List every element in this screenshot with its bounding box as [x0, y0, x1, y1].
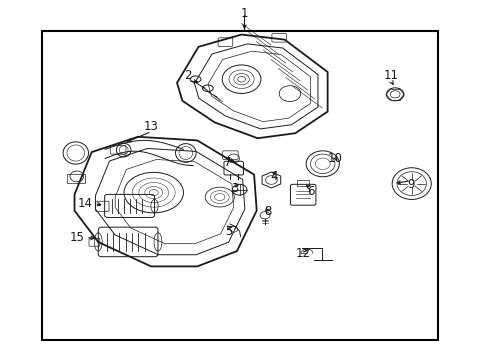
Text: 15: 15 [70, 231, 84, 244]
Text: 2: 2 [184, 69, 192, 82]
Text: 12: 12 [295, 247, 310, 260]
Text: 11: 11 [383, 69, 398, 82]
Text: 10: 10 [327, 152, 342, 165]
Text: 6: 6 [306, 185, 314, 198]
Text: 9: 9 [406, 178, 414, 191]
Text: 13: 13 [144, 120, 159, 132]
Text: 7: 7 [223, 156, 231, 169]
Text: 5: 5 [224, 225, 232, 238]
Text: 1: 1 [240, 7, 248, 20]
Text: 8: 8 [264, 205, 271, 218]
Bar [41, 31, 437, 340]
Text: 14: 14 [78, 197, 93, 210]
Text: 4: 4 [269, 170, 277, 183]
Text: 3: 3 [230, 183, 238, 195]
